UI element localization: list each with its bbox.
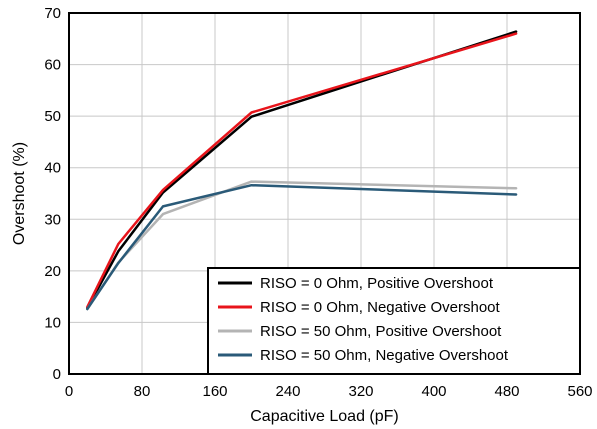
x-tick-label: 480 [494,383,519,400]
x-tick-label: 80 [134,383,151,400]
x-axis-title: Capacitive Load (pF) [250,408,399,425]
series-line-4 [86,183,518,311]
tick-labels: 0 80 160 240 320 400 480 560 0 10 20 30 40 50 60 70 [44,5,592,400]
legend-label: RISO = 0 Ohm, Negative Overshoot [260,299,501,316]
legend: RISO = 0 Ohm, Positive Overshoot RISO = 0… [207,267,581,375]
x-tick-label: 160 [202,383,227,400]
y-tick-label: 70 [44,5,61,22]
legend-label: RISO = 50 Ohm, Negative Overshoot [260,347,509,364]
legend-box [207,267,581,375]
y-tick-label: 20 [44,263,61,280]
y-tick-label: 60 [44,57,61,74]
y-tick-label: 0 [53,366,61,383]
y-tick-label: 10 [44,314,61,331]
x-tick-label: 400 [421,383,446,400]
x-tick-label: 560 [567,383,592,400]
x-tick-label: 240 [275,383,300,400]
legend-label: RISO = 50 Ohm, Positive Overshoot [260,323,502,340]
y-tick-label: 30 [44,211,61,228]
x-tick-label: 0 [65,383,73,400]
y-tick-label: 50 [44,108,61,125]
series-line-1 [86,30,518,310]
y-tick-label: 40 [44,160,61,177]
series-line-2 [86,32,518,309]
legend-label: RISO = 0 Ohm, Positive Overshoot [260,275,494,292]
series-lines [86,30,518,311]
y-axis-title: Overshoot (%) [11,142,28,245]
x-tick-label: 320 [348,383,373,400]
